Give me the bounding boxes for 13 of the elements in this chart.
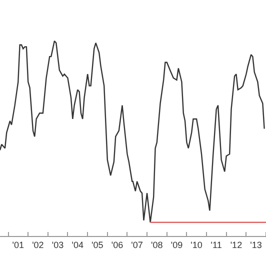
x-tick-label: '09 bbox=[170, 240, 183, 250]
x-tick-label: '12 bbox=[230, 240, 242, 250]
x-tick-label: '02 bbox=[32, 240, 44, 250]
x-tick-label: '07 bbox=[131, 240, 143, 250]
x-tick-label: '03 bbox=[52, 240, 64, 250]
x-tick-label: '01 bbox=[12, 240, 24, 250]
x-tick-label: '05 bbox=[92, 240, 104, 250]
x-tick-label: '13 bbox=[250, 240, 262, 250]
x-tick-label: '08 bbox=[151, 240, 163, 250]
x-tick-label: '06 bbox=[111, 240, 124, 250]
x-tick-label: '11 bbox=[210, 240, 222, 250]
x-tick-label: '04 bbox=[72, 240, 84, 250]
x-tick-label: '10 bbox=[190, 240, 202, 250]
